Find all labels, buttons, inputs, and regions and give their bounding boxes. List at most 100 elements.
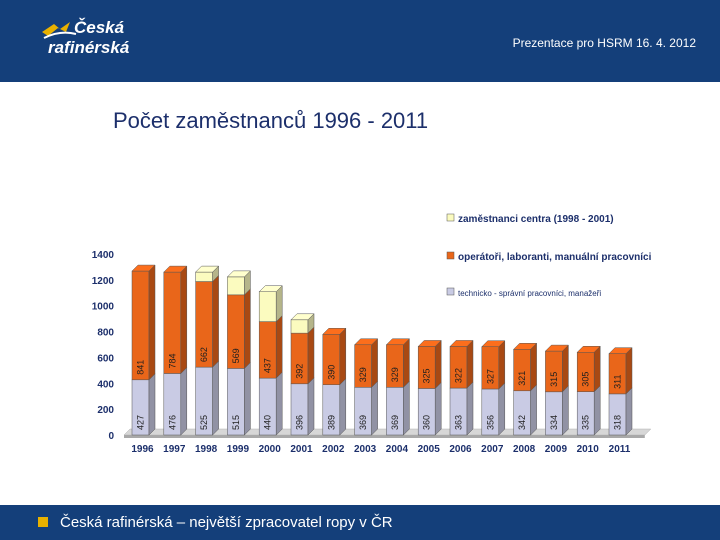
data-value-label: 389 [326,415,336,430]
bar-segment [481,340,506,390]
data-value-label: 329 [390,367,400,382]
data-value-label: 318 [613,415,623,430]
x-tick-label: 2001 [290,444,313,455]
bar-segment [545,385,569,436]
company-logo: Česká rafinérská [40,18,150,66]
x-tick-label: 2008 [513,444,536,455]
x-axis: 1996 1997 1998 1999 2000 2001 2002 2003 2004 2005… [131,444,630,455]
bar-segment [608,347,633,395]
svg-text:technicko - správní pracovníci: technicko - správní pracovníci, manažeři [458,289,601,298]
bar-segment [353,338,379,388]
legend-item: zaměstnanci centra (1998 - 2001) [446,213,614,225]
data-value-label: 335 [581,415,591,430]
chart-legend: zaměstnanci centra (1998 - 2001) operátoř… [446,213,652,298]
y-tick-label: 400 [97,379,114,390]
logo-text-line2: rafinérská [48,38,130,57]
bar-segment [608,387,633,436]
x-tick-label: 2006 [449,444,472,455]
bar-segment [385,338,411,388]
data-value-label: 329 [358,367,368,382]
footer-bullet-icon [38,517,48,527]
legend-item: technicko - správní pracovníci, manažeři [446,287,601,298]
y-tick-label: 800 [97,328,114,339]
y-tick-label: 600 [97,353,114,364]
x-tick-label: 1997 [163,444,186,455]
bar-segment [195,360,219,436]
employee-count-chart: 427 841 476 784 525 662 515 569 440 437 396 392 389 3… [92,213,652,455]
data-value-label: 784 [167,353,177,368]
bar-segment [481,382,506,436]
bar-segment [417,339,442,390]
x-tick-label: 2007 [481,444,504,455]
bar-segment [354,380,378,436]
data-value-label: 515 [231,415,241,430]
bar-segment [449,381,474,436]
presentation-note: Prezentace pro HSRM 16. 4. 2012 [512,36,696,50]
bar-segment [290,313,315,334]
bar-segment [512,342,538,392]
x-tick-label: 2000 [259,444,282,455]
bar-segment [544,344,570,393]
bar-segment [417,381,442,436]
x-tick-label: 1999 [227,444,250,455]
y-tick-label: 1000 [92,302,115,313]
data-value-label: 356 [485,415,495,430]
x-tick-label: 2002 [322,444,345,455]
data-value-label: 369 [358,415,368,430]
data-value-label: 363 [454,415,464,430]
data-value-label: 396 [295,415,305,430]
x-tick-label: 2011 [609,444,631,455]
bar-segment [131,264,156,381]
x-tick-label: 2003 [354,444,377,455]
bar-segment [227,288,251,370]
footer-text: Česká rafinérská – největší zpracovatel … [60,514,393,531]
data-value-label: 841 [136,360,146,375]
y-tick-label: 1200 [92,276,115,287]
y-axis: 0 200 400 600 800 1000 1200 1400 [92,250,115,442]
bar-segment [513,384,537,436]
bar-segment [449,339,474,389]
bar-segment [290,377,315,436]
bar-segment [195,274,219,368]
bar-segment [227,361,251,436]
data-value-label: 569 [231,348,241,363]
y-tick-label: 200 [97,405,114,416]
x-tick-label: 1998 [195,444,218,455]
data-value-label: 334 [549,415,559,430]
footer-bar: Česká rafinérská – největší zpracovatel … [0,505,720,540]
data-value-label: 325 [422,368,432,383]
slide-title: Počet zaměstnanců 1996 - 2011 [113,108,429,133]
bar-segment [322,327,347,386]
bar-segment [576,345,601,393]
chart-bars: 427 841 476 784 525 662 515 569 440 437 396 392 389 3… [131,264,633,436]
bar-segment [386,380,410,436]
x-tick-label: 2010 [577,444,600,455]
data-value-label: 525 [199,415,209,430]
data-value-label: 440 [263,415,273,430]
logo-swoosh-icon [42,22,77,39]
bar-segment [258,285,283,323]
logo-text-line1: Česká [74,18,125,37]
x-tick-label: 1996 [131,444,154,455]
bar-segment [194,265,220,283]
bar-segment [163,366,188,436]
data-value-label: 342 [517,415,527,430]
data-value-label: 427 [136,415,146,430]
svg-text:zaměstnanci centra (1998 - 200: zaměstnanci centra (1998 - 2001) [458,214,614,225]
chart-floor-edge [124,435,645,438]
bar-segment [322,378,347,436]
y-tick-label: 1400 [92,250,115,261]
header-bar: Česká rafinérská Prezentace pro HSRM 16.… [0,0,720,82]
data-value-label: 360 [422,415,432,430]
legend-item: operátoři, laboranti, manuální pracovníc… [446,251,652,263]
bar-segment [290,326,315,385]
data-value-label: 327 [485,369,495,384]
bar-segment [226,270,252,296]
data-value-label: 305 [581,372,591,387]
data-value-label: 311 [613,375,623,389]
y-tick-label: 0 [108,431,114,442]
data-value-label: 437 [263,358,273,373]
bar-segment [258,315,283,379]
x-tick-label: 2005 [418,444,441,455]
data-value-label: 390 [326,365,336,380]
